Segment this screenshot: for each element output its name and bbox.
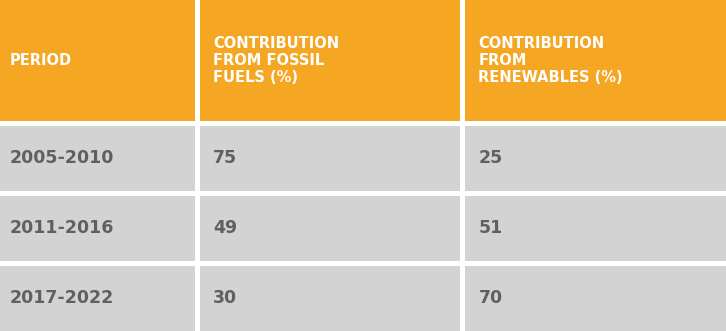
Text: 25: 25 <box>478 149 502 167</box>
Bar <box>465 266 726 331</box>
Bar <box>0 126 195 191</box>
Text: 2011-2016: 2011-2016 <box>9 219 114 237</box>
Bar <box>0 196 195 261</box>
Text: CONTRIBUTION
FROM
RENEWABLES (%): CONTRIBUTION FROM RENEWABLES (%) <box>478 35 623 85</box>
Text: 30: 30 <box>213 290 237 307</box>
Bar <box>200 266 460 331</box>
Bar <box>200 126 460 191</box>
Text: CONTRIBUTION
FROM FOSSIL
FUELS (%): CONTRIBUTION FROM FOSSIL FUELS (%) <box>213 35 339 85</box>
Bar <box>200 0 460 121</box>
Text: 49: 49 <box>213 219 237 237</box>
Text: 2005-2010: 2005-2010 <box>9 149 114 167</box>
Bar <box>465 126 726 191</box>
Text: 51: 51 <box>478 219 502 237</box>
Bar <box>465 196 726 261</box>
Bar <box>465 0 726 121</box>
Bar <box>0 266 195 331</box>
Bar <box>200 196 460 261</box>
Text: PERIOD: PERIOD <box>9 53 72 68</box>
Bar <box>0 0 195 121</box>
Text: 70: 70 <box>478 290 502 307</box>
Text: 75: 75 <box>213 149 237 167</box>
Text: 2017-2022: 2017-2022 <box>9 290 114 307</box>
